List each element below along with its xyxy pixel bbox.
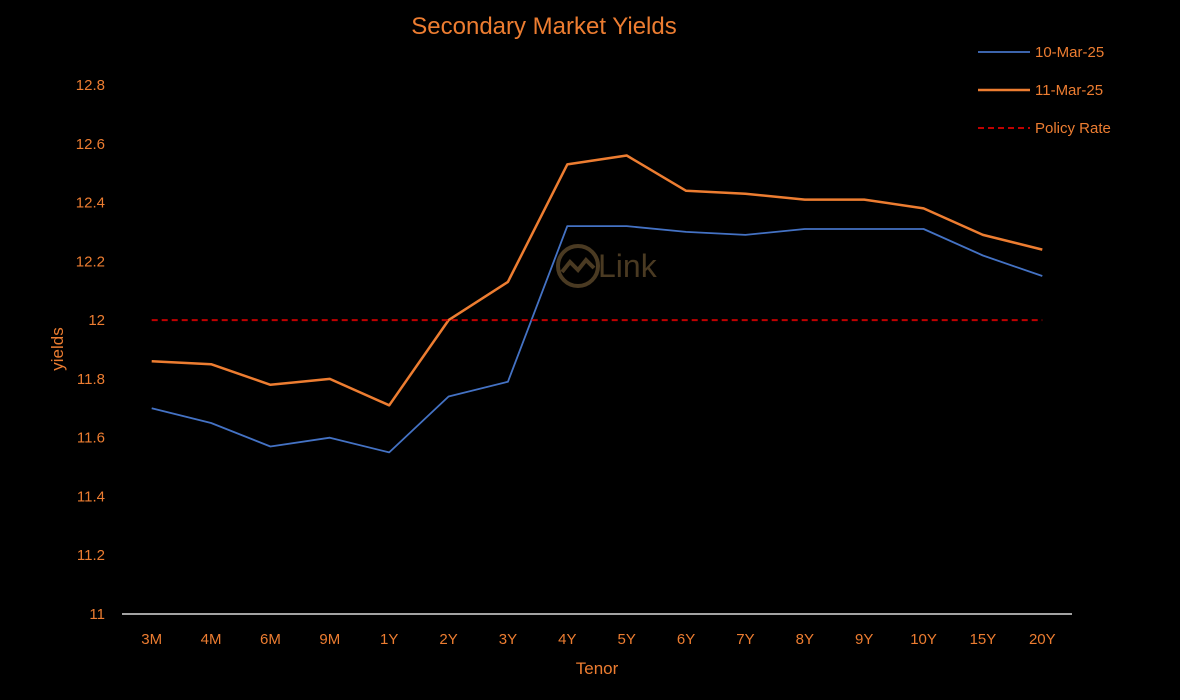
y-tick-label: 12: [88, 312, 105, 329]
y-tick-label: 11.8: [77, 371, 105, 388]
x-axis-label: Tenor: [576, 659, 619, 678]
x-tick-label: 3M: [141, 631, 162, 648]
watermark-logo: Link: [556, 244, 658, 288]
legend-entry: Policy Rate: [1035, 120, 1111, 137]
y-tick-label: 12.2: [76, 253, 105, 270]
x-tick-label: 6M: [260, 631, 281, 648]
x-tick-label: 4M: [201, 631, 222, 648]
y-tick-label: 11: [89, 606, 105, 623]
watermark-text: Link: [598, 248, 658, 284]
legend: 10-Mar-25 11-Mar-25 Policy Rate: [978, 44, 1111, 137]
legend-entry: 10-Mar-25: [1035, 44, 1104, 61]
x-tick-label: 6Y: [677, 631, 695, 648]
x-tick-label: 1Y: [380, 631, 398, 648]
series-lines: [151, 154, 1043, 454]
x-tick-label: 8Y: [796, 631, 814, 648]
x-tick-label: 15Y: [970, 631, 997, 648]
x-tick-label: 10Y: [910, 631, 937, 648]
x-tick-label: 4Y: [558, 631, 576, 648]
series-line-11-mar-25: [151, 154, 1043, 407]
series-line-10-mar-25: [151, 225, 1043, 454]
watermark-logo-mark: [560, 257, 596, 274]
x-tick-label: 7Y: [736, 631, 754, 648]
y-tick-label: 12.4: [76, 195, 105, 212]
legend-entry: 11-Mar-25: [1035, 82, 1103, 99]
y-tick-label: 11.6: [77, 430, 105, 447]
x-tick-label: 9M: [319, 631, 340, 648]
y-axis-label: yields: [48, 327, 67, 370]
chart-title: Secondary Market Yields: [411, 13, 676, 40]
y-tick-label: 12.8: [76, 77, 105, 94]
y-axis-ticks: 11 11.2 11.4 11.6 11.8 12 12.2 12.4 12.6 12.8: [76, 77, 105, 623]
watermark-logo-icon: [556, 244, 600, 288]
x-tick-label: 5Y: [618, 631, 636, 648]
x-axis-ticks: 3M 4M 6M 9M 1Y 2Y 3Y 4Y 5Y 6Y 7Y 8Y 9Y 10Y 15Y 20Y: [141, 631, 1055, 648]
x-tick-label: 3Y: [499, 631, 517, 648]
y-tick-label: 11.4: [77, 488, 105, 505]
y-tick-label: 12.6: [76, 136, 105, 153]
x-tick-label: 20Y: [1029, 631, 1056, 648]
x-tick-label: 2Y: [439, 631, 457, 648]
x-tick-label: 9Y: [855, 631, 873, 648]
y-tick-label: 11.2: [77, 547, 105, 564]
